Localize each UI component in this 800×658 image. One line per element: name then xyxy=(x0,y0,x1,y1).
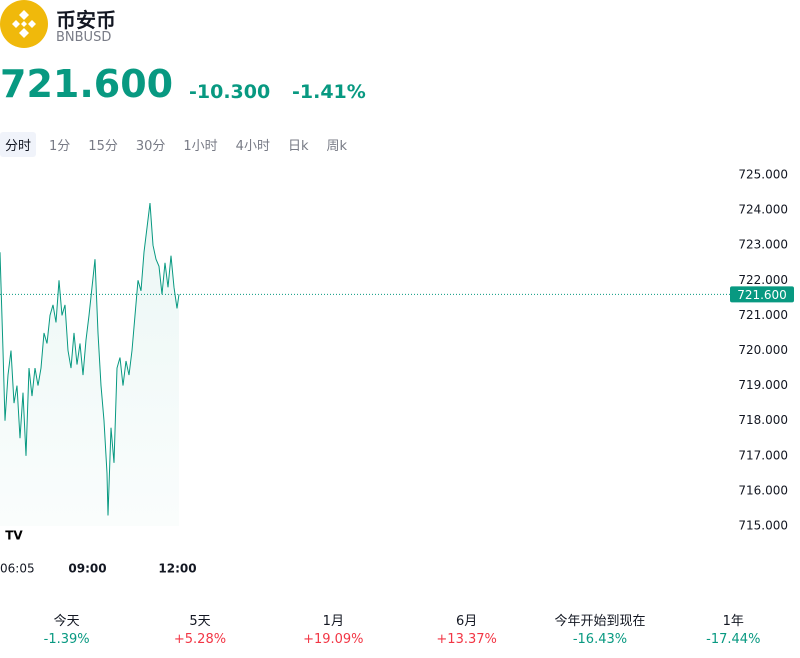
performance-item[interactable]: 1月 +19.09% xyxy=(267,610,400,647)
period-label: 5天 xyxy=(189,614,211,629)
period-change: -17.44% xyxy=(706,632,761,647)
y-tick-label: 719.000 xyxy=(738,378,788,392)
svg-text:TV: TV xyxy=(5,529,23,543)
y-tick-label: 718.000 xyxy=(738,413,788,427)
period-change: +5.28% xyxy=(173,632,227,647)
x-tick-label: 09:00 xyxy=(68,562,106,576)
period-label: 6月 xyxy=(456,614,478,629)
tab[interactable]: 15分 xyxy=(88,139,118,154)
tab[interactable]: 周k xyxy=(326,139,348,154)
period-change: -16.43% xyxy=(572,632,628,647)
y-tick-label: 725.000 xyxy=(738,168,788,182)
tab[interactable]: 分时 xyxy=(0,132,37,157)
period-label: 1年 xyxy=(722,614,744,629)
tab[interactable]: 30分 xyxy=(135,139,166,154)
logo xyxy=(0,0,48,48)
performance: 今天 -1.39% 5天 +5.28% 1月 +19.09% 6月 +13.37% 今年开始到现… xyxy=(0,610,800,647)
performance-item[interactable]: 今天 -1.39% xyxy=(0,610,133,647)
tab[interactable]: 1小时 xyxy=(183,139,218,154)
last-price-box xyxy=(730,286,794,303)
period-change: -1.39% xyxy=(43,632,90,647)
period-label: 今天 xyxy=(53,614,80,629)
performance-item[interactable]: 1年 -17.44% xyxy=(667,610,800,647)
x-tick-label: 06:05 xyxy=(0,562,35,576)
y-tick-label: 717.000 xyxy=(738,448,788,462)
x-tick-label: 12:00 xyxy=(158,562,196,576)
asset-name: 币安币 xyxy=(56,8,116,32)
y-tick-label: 716.000 xyxy=(738,483,788,497)
change: -10.300 xyxy=(189,81,271,103)
tab[interactable]: 4小时 xyxy=(235,139,270,154)
y-tick-label: 724.000 xyxy=(738,203,788,217)
y-tick-label: 720.000 xyxy=(738,343,788,357)
y-tick-label: 715.000 xyxy=(738,519,788,533)
period-change: +19.09% xyxy=(303,632,364,647)
area xyxy=(0,203,179,526)
y-tick-label: 722.000 xyxy=(738,273,788,287)
performance-item[interactable]: 5天 +5.28% xyxy=(133,610,266,647)
last-price-label: 721.600 xyxy=(737,288,787,302)
period-change: +13.37% xyxy=(436,632,497,647)
tab[interactable]: 日k xyxy=(287,139,309,154)
asset-symbol: BNBUSD xyxy=(56,30,112,45)
watermark: TV xyxy=(1,522,27,548)
performance-item[interactable]: 今年开始到现在 -16.43% xyxy=(533,610,666,647)
y-tick-label: 721.000 xyxy=(738,308,788,322)
tabs: 分时 1分 15分 30分 1小时 4小时 日k 周k xyxy=(0,132,358,157)
price-line xyxy=(0,203,180,516)
price: 721.600 xyxy=(0,62,174,106)
period-label: 1月 xyxy=(322,614,344,629)
tab[interactable]: 1分 xyxy=(49,139,71,154)
y-tick-label: 723.000 xyxy=(738,238,788,252)
period-label: 今年开始到现在 xyxy=(554,614,646,629)
change-percent: -1.41% xyxy=(292,81,366,103)
performance-item[interactable]: 6月 +13.37% xyxy=(400,610,533,647)
